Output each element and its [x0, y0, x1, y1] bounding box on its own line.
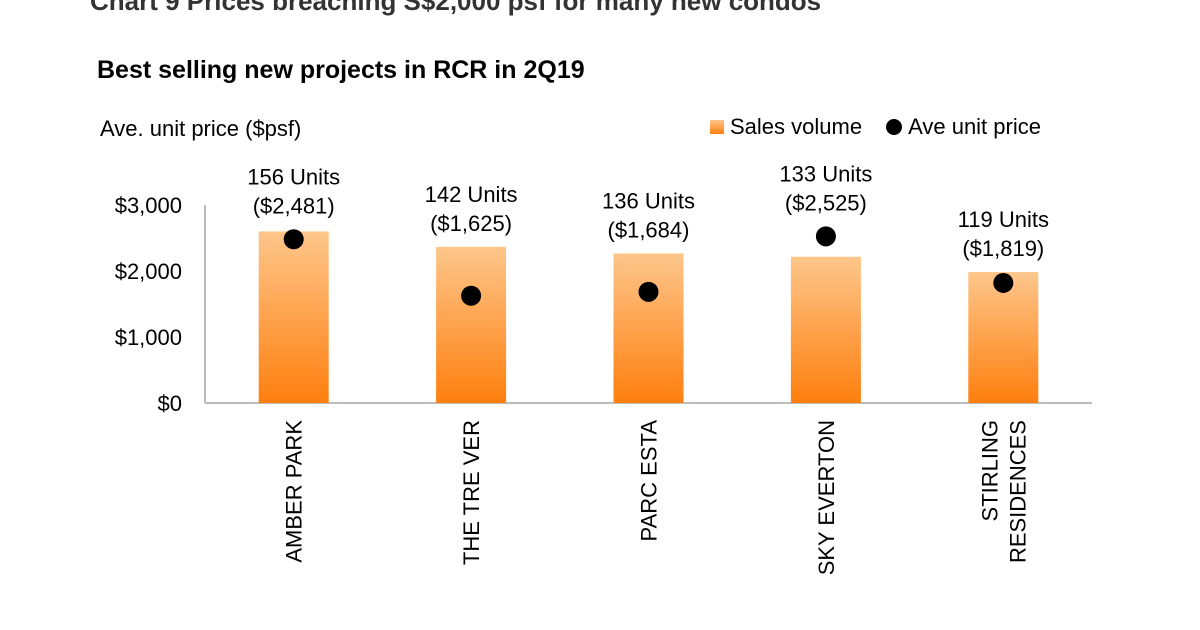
data-label-price: ($1,625) [430, 211, 512, 236]
bar-sales-volume [790, 256, 861, 403]
data-label-price: ($2,481) [253, 193, 335, 218]
y-tick-label: $0 [158, 391, 182, 416]
legend-swatch-dot [886, 119, 903, 135]
y-axis-label: Ave. unit price ($psf) [100, 116, 302, 141]
data-label-units: 133 Units [779, 161, 872, 186]
x-tick-label: SKY EVERTON [814, 420, 839, 575]
data-label-units: 156 Units [247, 164, 340, 189]
chart-title: Best selling new projects in RCR in 2Q19 [97, 56, 585, 84]
dot-ave-unit-price [638, 281, 659, 302]
x-tick-label: AMBER PARK [282, 420, 307, 563]
dot-ave-unit-price [461, 285, 482, 306]
bar-sales-volume [613, 253, 684, 403]
dot-ave-unit-price [283, 229, 304, 250]
data-label-price: ($1,819) [962, 236, 1044, 261]
data-label-units: 119 Units [958, 207, 1049, 232]
y-tick-label: $1,000 [115, 325, 182, 350]
x-tick-label: STIRLING [977, 420, 1002, 521]
legend-label-sales: Sales volume [730, 114, 863, 139]
data-label-units: 136 Units [602, 188, 695, 213]
legend-swatch-bar [710, 120, 724, 134]
dot-ave-unit-price [815, 226, 836, 247]
data-label-units: 142 Units [425, 182, 518, 207]
y-tick-label: $3,000 [115, 193, 182, 218]
data-label-price: ($1,684) [608, 217, 690, 242]
bar-sales-volume [436, 246, 507, 403]
chart-header: Chart 9 Prices breaching S$2,000 psf for… [90, 0, 822, 16]
x-tick-label: PARC ESTA [637, 420, 662, 542]
x-tick-label: RESIDENCES [1005, 420, 1030, 563]
bar-sales-volume [258, 231, 329, 403]
legend: Sales volume Ave unit price [710, 114, 1041, 140]
legend-label-price: Ave unit price [908, 114, 1041, 139]
x-tick-label: THE TRE VER [459, 420, 484, 565]
dot-ave-unit-price [993, 272, 1014, 293]
y-tick-label: $2,000 [115, 259, 182, 284]
bar-sales-volume [968, 272, 1039, 403]
data-label-price: ($2,525) [785, 190, 867, 215]
